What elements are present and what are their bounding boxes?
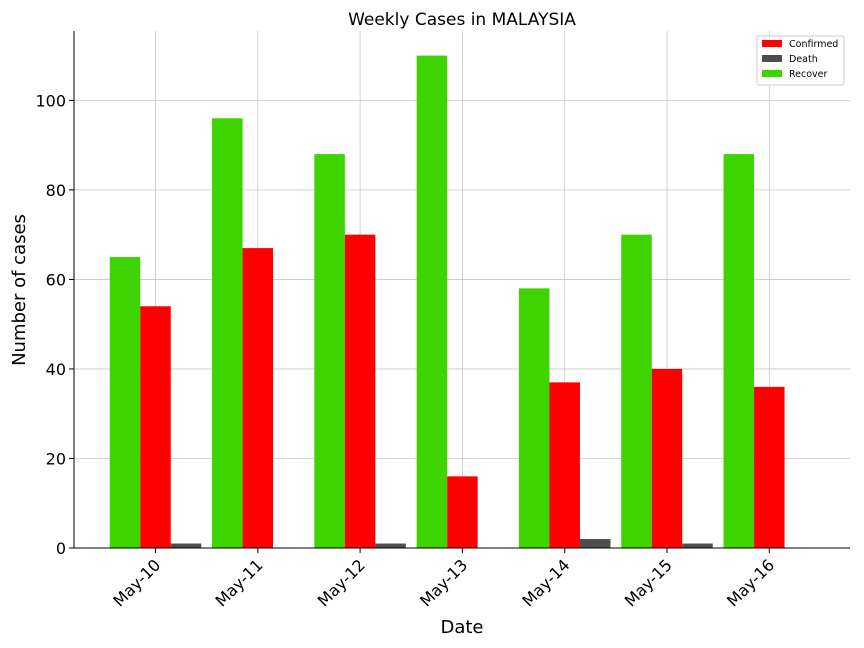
legend-label-recover: Recover [789,69,828,80]
bar-confirmed-may-10 [140,306,171,548]
y-tick-label: 0 [56,539,66,558]
bar-confirmed-may-11 [242,248,274,548]
x-ticks: May-10 May-11 May-12 May-13 May-14 May-15 May-… [109,548,778,611]
bar-recover-may-13 [416,55,448,548]
legend: Confirmed Death Recover [756,35,845,86]
bar-confirmed-may-16 [754,386,785,548]
legend-label-confirmed: Confirmed [789,39,838,50]
y-tick-label: 20 [46,449,66,468]
x-tick-label: May-11 [212,555,267,610]
y-tick-label: 40 [46,360,66,379]
bar-recover-may-11 [212,118,243,549]
y-axis-label: Number of cases [9,214,30,366]
legend-swatch-recover [762,70,782,77]
y-tick-label: 60 [46,270,66,289]
y-ticks: 0 20 40 60 80 100 [35,91,74,558]
bar-recover-may-14 [518,288,550,548]
legend-label-death: Death [789,54,818,65]
x-tick-label: May-16 [723,555,778,610]
bar-confirmed-may-15 [651,368,683,548]
bar-recover-may-10 [109,257,141,548]
x-tick-label: May-15 [621,555,676,610]
bar-recover-may-12 [314,154,345,548]
bar-confirmed-may-14 [549,382,580,548]
bar-recover-may-15 [621,234,652,548]
bar-death-may-10 [170,543,202,548]
bar-recover-may-16 [723,154,755,548]
bars [109,55,785,549]
bar-death-may-14 [579,539,611,548]
chart-title: Weekly Cases in MALAYSIA [348,10,576,30]
y-tick-label: 80 [46,181,66,200]
bar-confirmed-may-12 [344,234,376,548]
y-tick-label: 100 [35,91,66,110]
legend-swatch-confirmed [762,40,782,47]
x-axis-label: Date [440,617,483,638]
bar-death-may-15 [682,543,713,548]
bar-confirmed-may-13 [447,476,478,548]
x-tick-label: May-10 [109,555,164,610]
x-tick-label: May-13 [416,555,471,610]
x-tick-label: May-12 [314,555,369,610]
bar-death-may-12 [375,543,406,548]
legend-swatch-death [762,55,782,62]
x-tick-label: May-14 [518,555,573,610]
